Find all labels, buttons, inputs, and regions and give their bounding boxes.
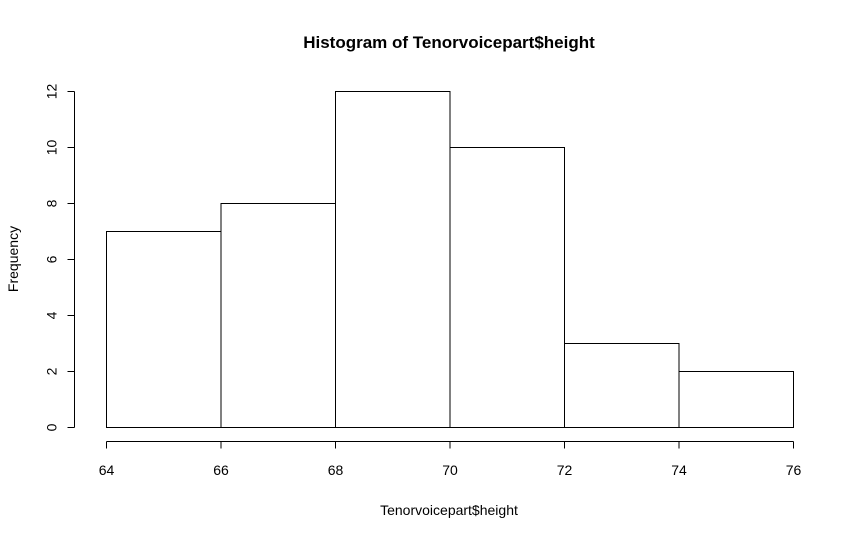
y-tick-label-8: 8 xyxy=(44,199,60,207)
y-tick-label-4: 4 xyxy=(44,311,60,319)
y-tick-label-10: 10 xyxy=(44,140,60,156)
chart-title: Histogram of Tenorvoicepart$height xyxy=(303,33,595,52)
histogram-bar-64-66 xyxy=(106,231,222,428)
histogram-bar-72-74 xyxy=(564,343,680,428)
y-axis-label: Frequency xyxy=(5,226,21,292)
x-tick-label-70: 70 xyxy=(442,462,458,478)
x-tick-label-64: 64 xyxy=(99,462,115,478)
x-tick-label-74: 74 xyxy=(671,462,687,478)
y-tick-label-12: 12 xyxy=(44,84,60,100)
histogram-bar-70-72 xyxy=(449,147,565,428)
y-tick-label-2: 2 xyxy=(44,367,60,375)
x-axis: 64 66 68 70 72 74 76 xyxy=(99,441,802,478)
x-tick-label-72: 72 xyxy=(557,462,573,478)
x-tick-label-76: 76 xyxy=(786,462,802,478)
x-tick-label-68: 68 xyxy=(328,462,344,478)
histogram-bar-66-68 xyxy=(220,203,336,428)
y-tick-label-0: 0 xyxy=(44,423,60,431)
bars-group xyxy=(106,91,794,428)
histogram-bar-68-70 xyxy=(335,91,451,428)
x-axis-label: Tenorvoicepart$height xyxy=(380,502,518,518)
y-axis: 0 2 4 6 8 10 12 xyxy=(44,84,75,431)
histogram-bar-74-76 xyxy=(678,371,794,428)
x-tick-label-66: 66 xyxy=(213,462,229,478)
y-tick-label-6: 6 xyxy=(44,255,60,263)
